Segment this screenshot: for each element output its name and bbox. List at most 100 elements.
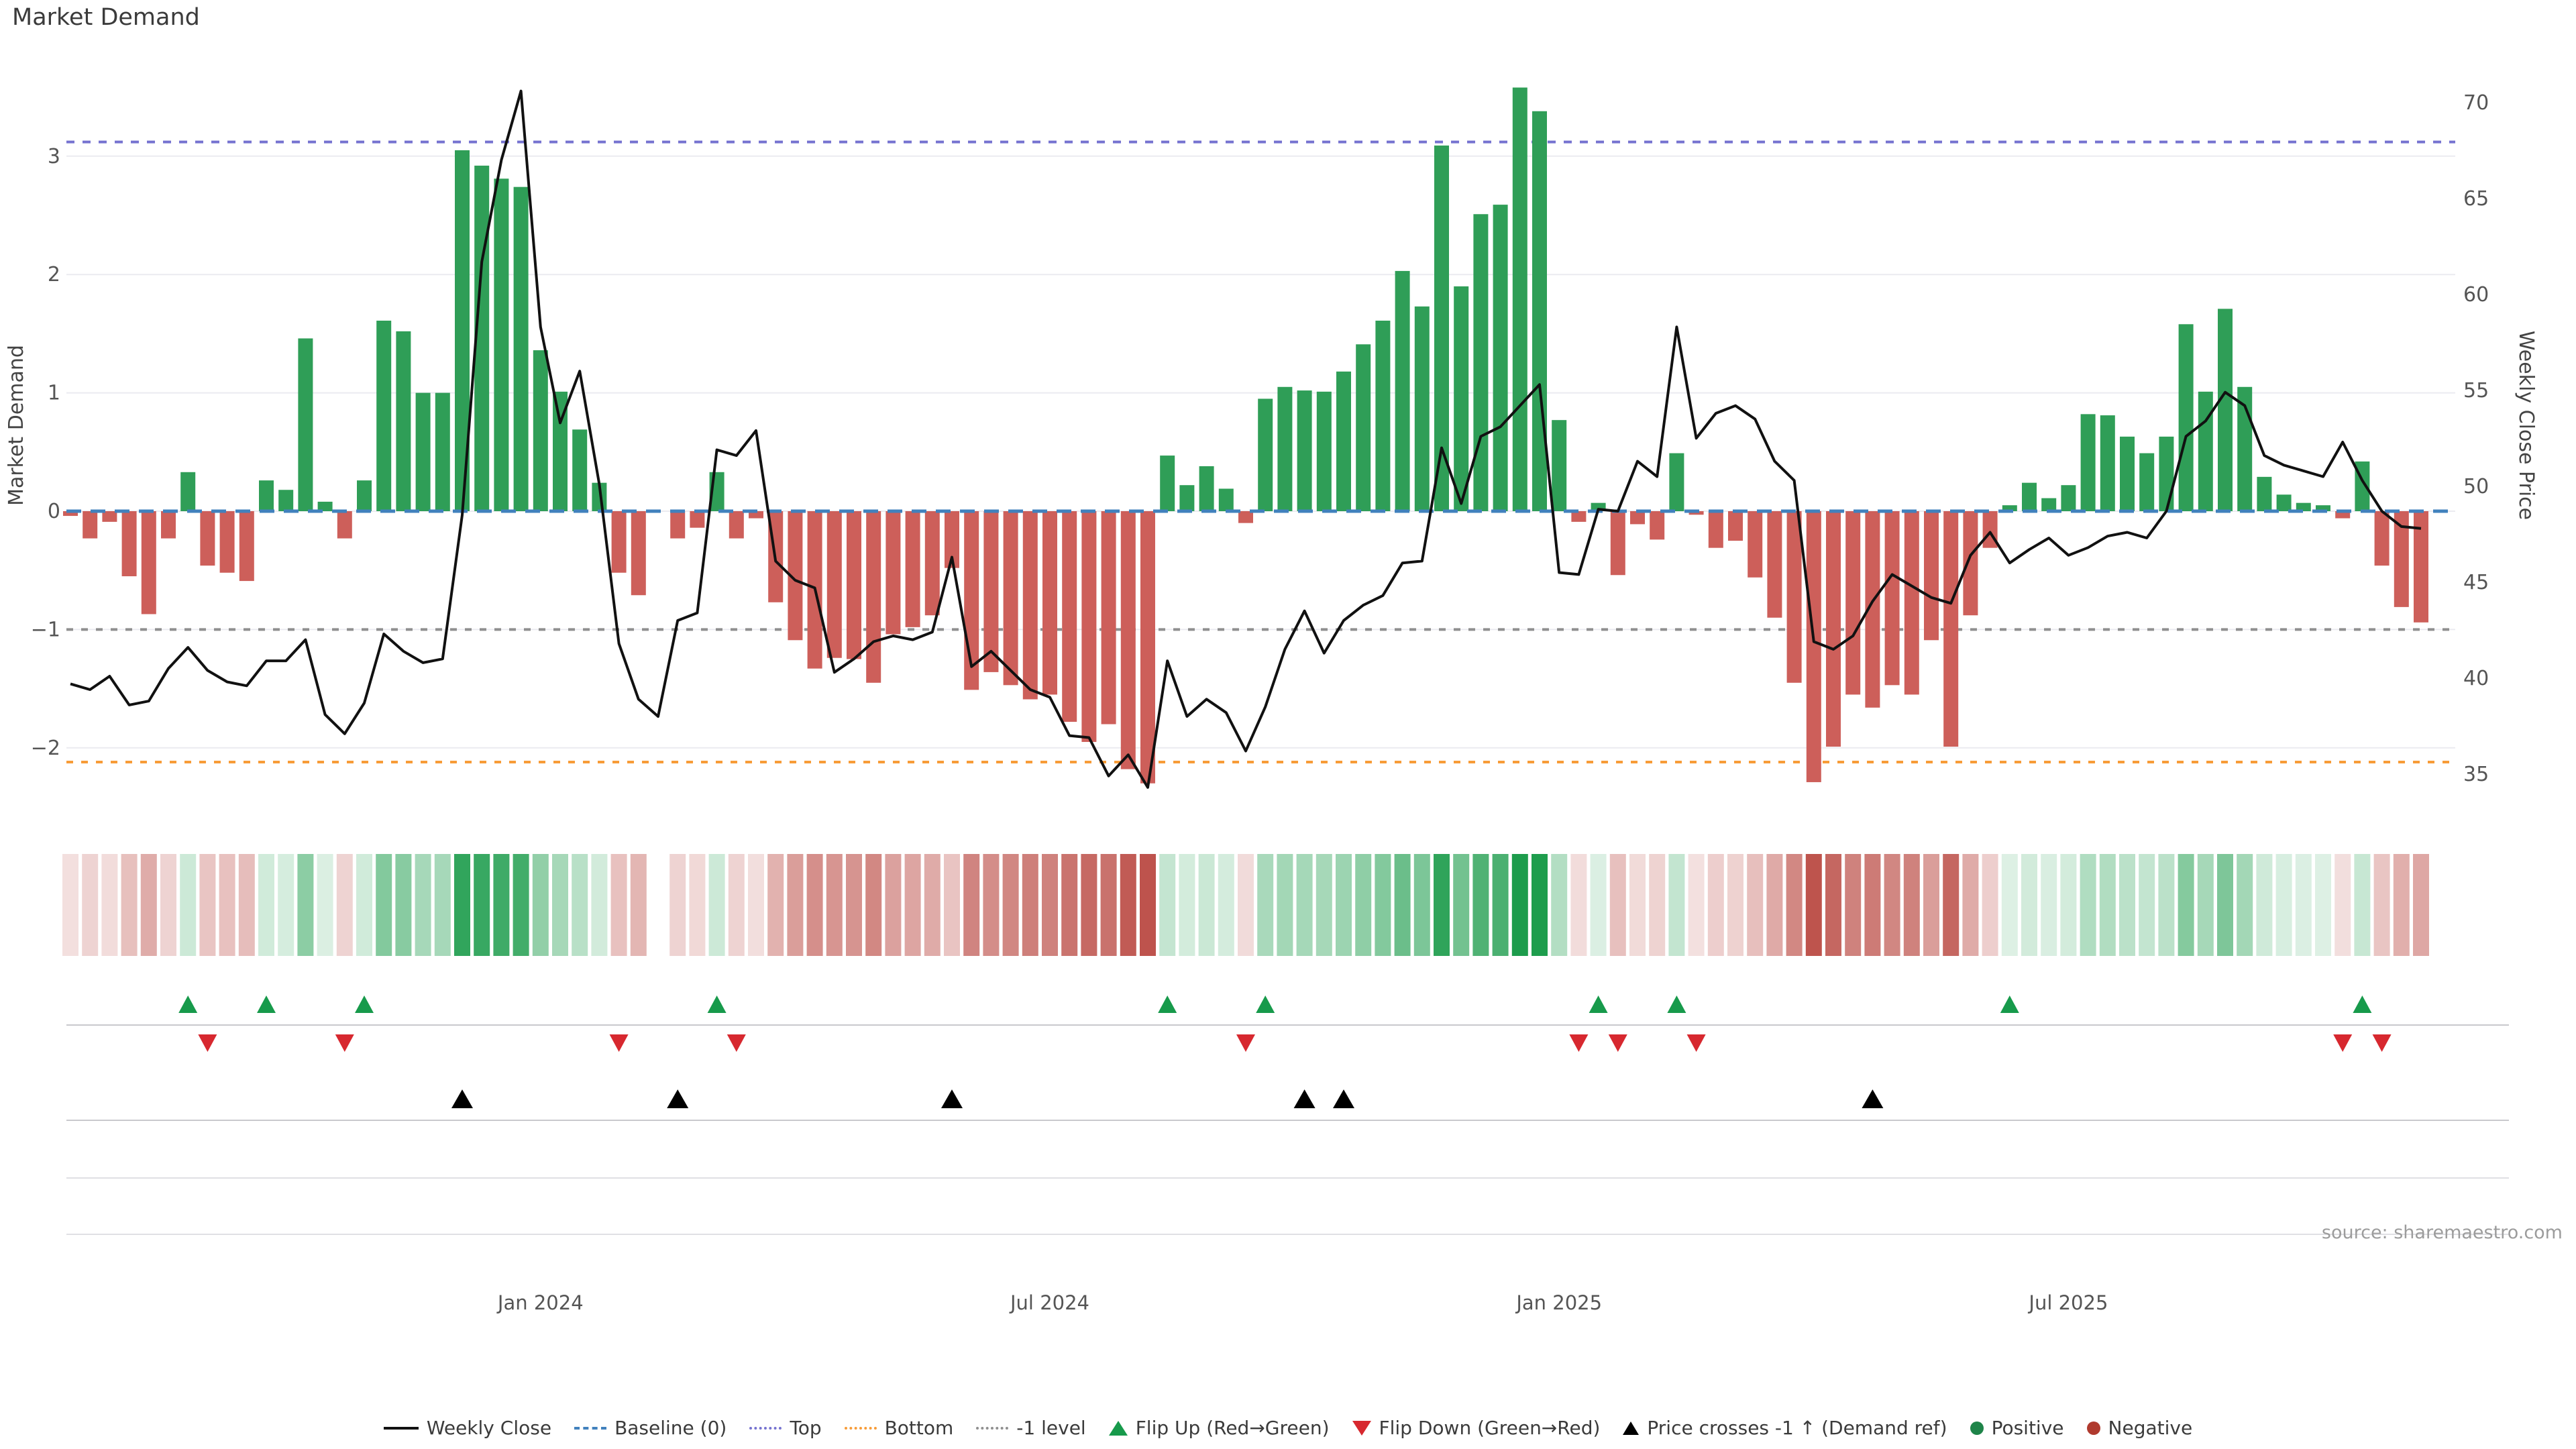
- legend-item-9[interactable]: Negative: [2086, 1417, 2192, 1439]
- x-axis-tick: Jul 2025: [2027, 1291, 2108, 1314]
- legend-label: Top: [790, 1417, 822, 1439]
- demand-bar: [2159, 436, 2174, 511]
- x-axis-tick: Jan 2025: [1515, 1291, 1602, 1314]
- demand-bar: [1728, 511, 1743, 541]
- heatmap-cell: [591, 854, 608, 956]
- heatmap-cell: [2373, 854, 2390, 956]
- demand-bar: [1336, 371, 1351, 511]
- left-axis-tick: 2: [48, 263, 60, 286]
- heatmap-cell: [1238, 854, 1254, 956]
- demand-bar: [826, 511, 842, 658]
- left-axis-tick: 3: [48, 145, 60, 168]
- page-title: Market Demand: [12, 4, 200, 31]
- heatmap-cell: [865, 854, 882, 956]
- demand-bar: [2100, 415, 2115, 511]
- legend-label: -1 level: [1016, 1417, 1086, 1439]
- demand-bar: [435, 392, 450, 511]
- legend-item-6[interactable]: Flip Down (Green→Red): [1352, 1417, 1600, 1439]
- price-cross-icon: [1333, 1089, 1354, 1108]
- legend-item-3[interactable]: Bottom: [844, 1417, 954, 1439]
- right-axis-tick: 50: [2463, 475, 2489, 498]
- demand-bar: [396, 331, 411, 511]
- demand-bar: [415, 392, 431, 511]
- line-icon: [383, 1426, 419, 1430]
- heatmap-cell: [297, 854, 314, 956]
- left-axis-tick: 0: [48, 500, 60, 523]
- heatmap-cell: [1257, 854, 1274, 956]
- demand-bar: [1003, 511, 1018, 686]
- demand-bar: [2080, 414, 2096, 511]
- flip-up-icon: [1158, 996, 1177, 1013]
- demand-bar: [1845, 511, 1861, 695]
- legend-item-2[interactable]: Top: [749, 1417, 822, 1439]
- demand-bar: [1179, 485, 1195, 511]
- heatmap-cell: [1434, 854, 1450, 956]
- heatmap-cell: [2158, 854, 2175, 956]
- demand-bar: [1904, 511, 1919, 695]
- heatmap-cell: [180, 854, 197, 956]
- heatmap-cell: [2139, 854, 2155, 956]
- heatmap-cell: [944, 854, 960, 956]
- top-line-icon: [749, 1426, 782, 1430]
- legend-label: Bottom: [884, 1417, 954, 1439]
- legend-item-7[interactable]: Price crosses -1 ↑ (Demand ref): [1623, 1417, 1947, 1439]
- demand-bar: [2041, 498, 2057, 511]
- demand-bar: [83, 511, 98, 539]
- chart-legend: Weekly Close Baseline (0) Top Bottom -1 leve…: [0, 1417, 2576, 1439]
- heatmap-cell: [2021, 854, 2037, 956]
- demand-bar: [239, 511, 254, 582]
- right-axis-tick: 60: [2463, 283, 2489, 307]
- demand-bar: [1375, 320, 1391, 511]
- legend-item-5[interactable]: Flip Up (Red→Green): [1108, 1417, 1330, 1439]
- demand-bar: [945, 511, 959, 568]
- demand-bar: [611, 511, 627, 573]
- demand-bar: [905, 511, 920, 627]
- heatmap-cell: [1551, 854, 1568, 956]
- heatmap-cell: [199, 854, 216, 956]
- legend-item-4[interactable]: -1 level: [976, 1417, 1086, 1439]
- heatmap-cell: [1316, 854, 1332, 956]
- legend-item-0[interactable]: Weekly Close: [383, 1417, 551, 1439]
- heatmap-cell: [2354, 854, 2371, 956]
- legend-item-8[interactable]: Positive: [1970, 1417, 2064, 1439]
- heatmap-cell: [2197, 854, 2214, 956]
- demand-bar: [219, 511, 235, 573]
- heatmap-cell: [1609, 854, 1626, 956]
- flip-down-icon: [727, 1034, 746, 1052]
- demand-bar: [1081, 511, 1097, 742]
- heatmap-cell: [708, 854, 725, 956]
- heatmap-cell: [1472, 854, 1489, 956]
- level-lines: [66, 140, 2455, 763]
- heatmap-cell: [140, 854, 157, 956]
- heatmap-cell: [610, 854, 627, 956]
- demand-bar: [1767, 511, 1782, 618]
- demand-bar: [2198, 391, 2213, 511]
- price-cross-icon: [667, 1089, 689, 1108]
- heatmap-cell: [1394, 854, 1411, 956]
- demand-bar: [1493, 205, 1508, 511]
- heatmap-cell: [1100, 854, 1117, 956]
- legend-item-1[interactable]: Baseline (0): [574, 1417, 727, 1439]
- flip-down-icon: [1569, 1034, 1589, 1052]
- heatmap-cell: [1903, 854, 1920, 956]
- heatmap-cell: [806, 854, 823, 956]
- demand-bar: [1826, 511, 1841, 747]
- demand-bar: [1688, 511, 1704, 515]
- flip-up-icon: [1589, 996, 1608, 1013]
- heatmap-cell: [2001, 854, 2018, 956]
- demand-bar: [1552, 420, 1567, 511]
- heatmap-cell: [885, 854, 902, 956]
- heatmap-cell: [2041, 854, 2057, 956]
- flip-up-icon: [178, 996, 198, 1013]
- demand-bar: [1297, 390, 1312, 511]
- demand-bar: [337, 511, 352, 539]
- demand-bar: [1395, 270, 1410, 511]
- legend-label: Positive: [1991, 1417, 2064, 1439]
- demand-bar: [2335, 511, 2351, 519]
- demand-bar: [1943, 511, 1959, 747]
- heatmap-cell: [963, 854, 980, 956]
- demand-bar: [1532, 111, 1547, 511]
- bottom-line-icon: [844, 1426, 877, 1430]
- heatmap-cell: [826, 854, 843, 956]
